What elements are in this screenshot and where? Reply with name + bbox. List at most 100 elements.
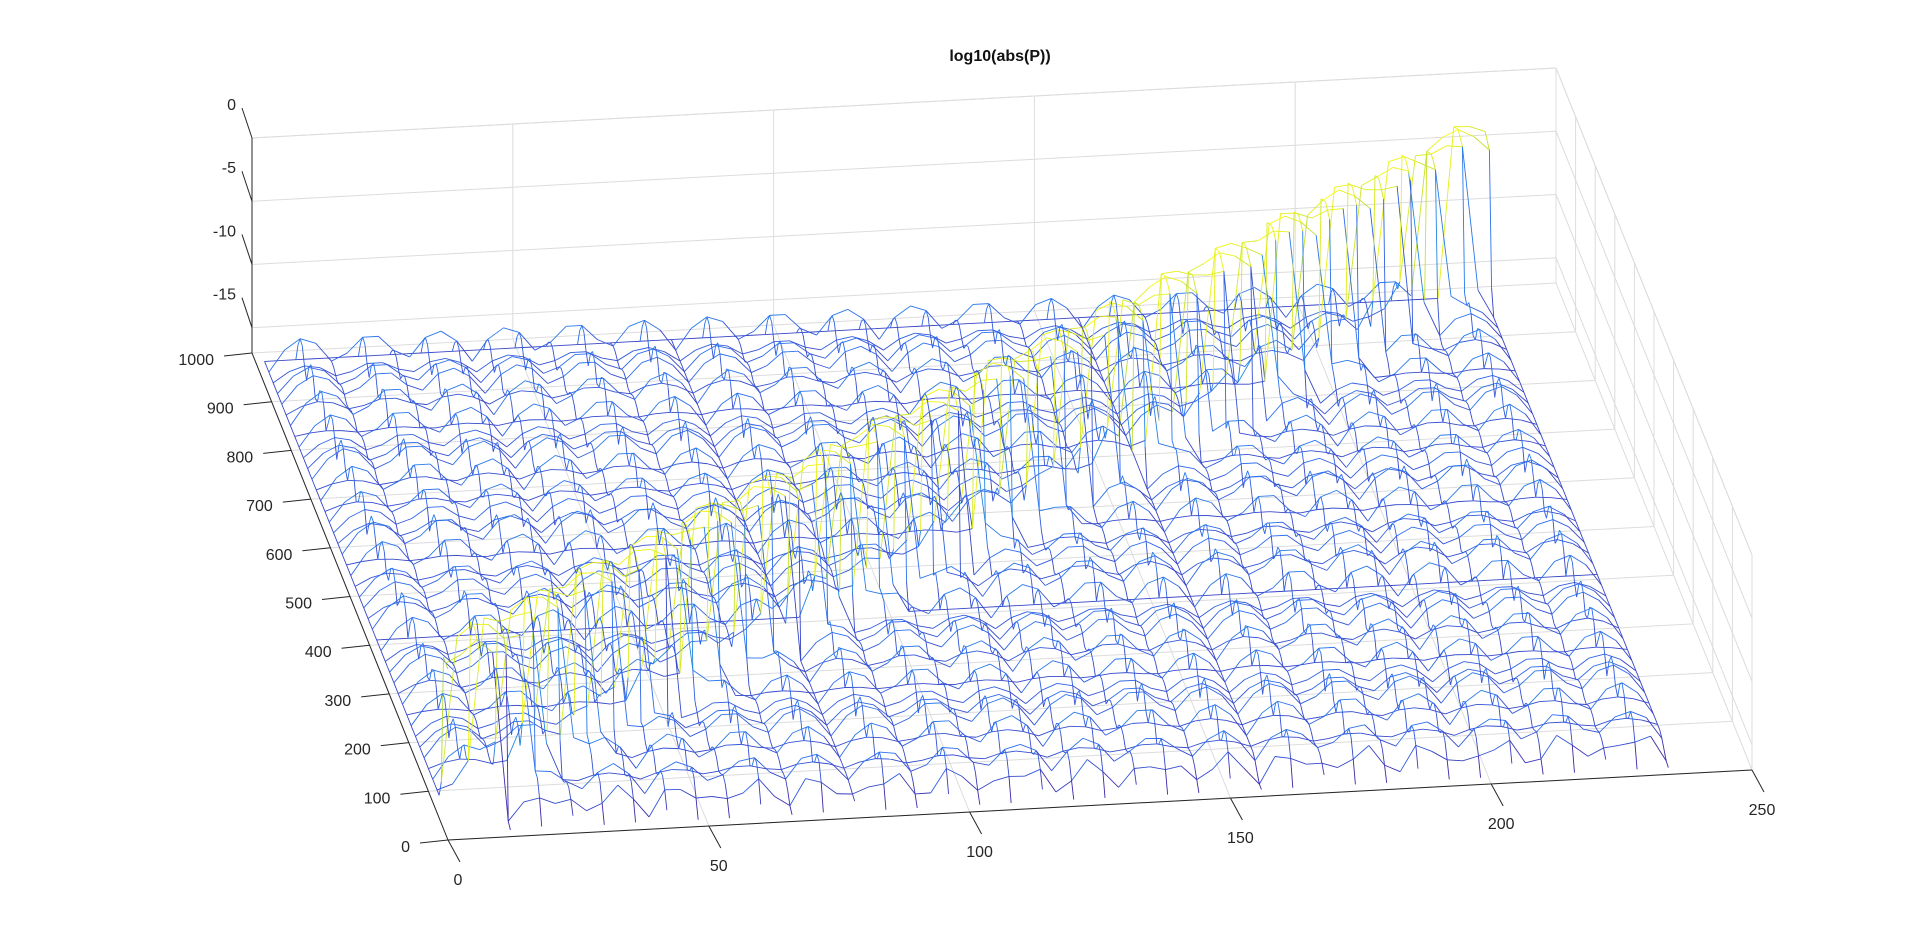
mesh-segment (911, 401, 928, 415)
mesh-segment (659, 329, 677, 351)
mesh-segment (796, 487, 799, 491)
mesh-segment (1210, 573, 1227, 586)
mesh-segment (849, 371, 866, 376)
mesh-segment (566, 460, 570, 471)
mesh-segment (988, 748, 1005, 766)
mesh-segment (647, 422, 664, 436)
mesh-segment (519, 579, 523, 600)
mesh-segment (1273, 495, 1290, 511)
mesh-segment (795, 398, 799, 406)
mesh-segment (404, 535, 421, 544)
mesh-segment (538, 675, 555, 684)
mesh-segment (657, 770, 661, 775)
mesh-segment (1361, 436, 1378, 448)
mesh-segment (1070, 506, 1087, 522)
mesh-segment (1074, 404, 1091, 410)
mesh-segment (335, 371, 352, 377)
mesh-segment (460, 527, 464, 531)
mesh-segment (883, 443, 887, 455)
mesh-segment (395, 688, 399, 694)
mesh-segment (925, 641, 929, 656)
mesh-segment (415, 403, 432, 411)
mesh-segment (521, 507, 538, 523)
mesh-segment (1026, 725, 1044, 747)
mesh-segment (819, 709, 823, 715)
mesh-segment (638, 569, 642, 723)
mesh-segment (772, 747, 776, 750)
mesh-segment (1611, 647, 1628, 650)
mesh-segment (504, 691, 508, 697)
mesh-segment (516, 492, 520, 497)
mesh-segment (1391, 406, 1408, 415)
mesh-segment (811, 513, 828, 523)
mesh-segment (530, 437, 547, 449)
mesh-segment (1019, 359, 1036, 362)
mesh-segment (381, 388, 385, 391)
mesh-segment (1244, 563, 1261, 569)
mesh-segment (378, 645, 382, 651)
mesh-segment (354, 577, 371, 587)
mesh-segment (292, 430, 296, 437)
mesh-segment (907, 515, 911, 532)
mesh-segment (1402, 595, 1419, 608)
mesh-segment (467, 610, 471, 635)
mesh-segment (652, 502, 656, 509)
mesh-segment (555, 437, 559, 449)
mesh-segment (1321, 424, 1339, 447)
mesh-segment (573, 566, 577, 574)
mesh-segment (618, 550, 635, 566)
mesh-segment (1434, 169, 1452, 297)
mesh-segment (1386, 597, 1403, 608)
mesh-segment (835, 517, 852, 535)
mesh-segment (665, 537, 669, 559)
mesh-segment (650, 548, 666, 556)
mesh-segment (810, 573, 814, 592)
mesh-segment (1147, 576, 1164, 584)
mesh-segment (1515, 459, 1532, 467)
mesh-segment (1244, 672, 1261, 680)
mesh-segment (1313, 405, 1330, 425)
mesh-segment (810, 573, 827, 580)
mesh-segment (437, 566, 454, 581)
mesh-segment (1034, 392, 1051, 400)
mesh-segment (835, 420, 852, 425)
mesh-segment (1371, 713, 1388, 721)
mesh-segment (410, 561, 414, 565)
mesh-segment (921, 631, 938, 638)
mesh-segment (473, 391, 477, 398)
mesh-segment (1197, 675, 1214, 682)
mesh-segment (745, 731, 762, 747)
mesh-segment (554, 672, 571, 676)
mesh-segment (1224, 660, 1241, 683)
mesh-segment (561, 344, 578, 346)
mesh-segment (366, 363, 370, 378)
mesh-segment (437, 701, 441, 710)
mesh-segment (1551, 597, 1568, 615)
mesh-segment (809, 659, 826, 683)
mesh-segment (1507, 380, 1525, 393)
mesh-segment (494, 515, 511, 521)
mesh-segment (948, 720, 966, 736)
mesh-segment (823, 736, 840, 758)
mesh-segment (876, 354, 893, 372)
mesh-segment (815, 698, 819, 705)
mesh-segment (1372, 161, 1389, 301)
mesh-segment (850, 736, 867, 742)
mesh-segment (1205, 594, 1222, 596)
mesh-segment (351, 363, 368, 372)
mesh-segment (415, 736, 419, 742)
mesh-segment (833, 374, 850, 384)
mesh-segment (395, 518, 412, 525)
mesh-segment (487, 624, 505, 639)
mesh-segment (968, 322, 985, 325)
mesh-segment (936, 501, 953, 522)
mesh-segment (458, 515, 462, 531)
mesh-segment (899, 773, 916, 795)
mesh-segment (474, 628, 478, 640)
mesh-segment (538, 543, 542, 553)
mesh-segment (861, 544, 865, 559)
mesh-segment (1039, 647, 1056, 650)
mesh-segment (1074, 711, 1091, 718)
mesh-segment (585, 351, 602, 359)
mesh-segment (572, 641, 576, 653)
